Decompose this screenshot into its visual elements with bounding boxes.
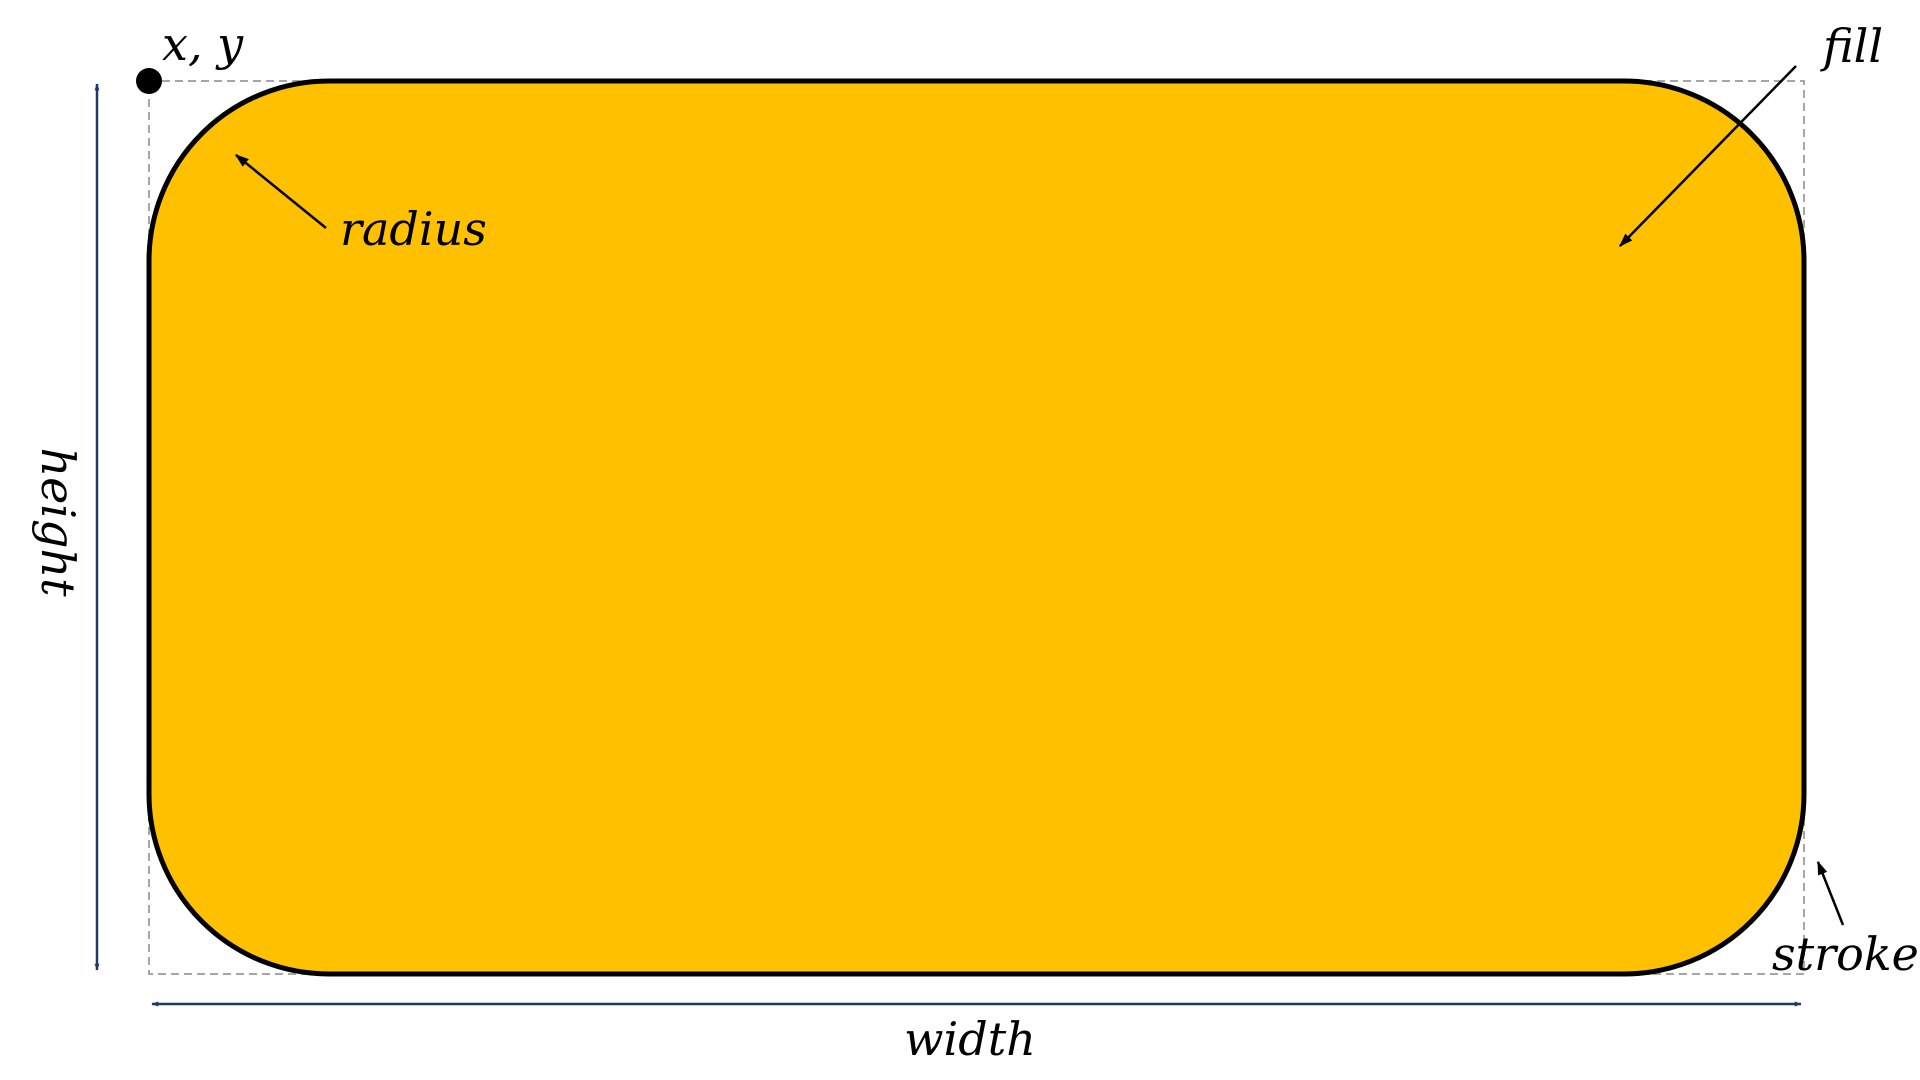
radius-pointer-arrow [234,154,327,229]
stroke-pointer-arrow [1816,860,1845,926]
origin-label: x, y [162,17,244,71]
width-label: width [904,1012,1036,1066]
fill-label: fill [1820,19,1883,73]
height-label: height [31,447,85,597]
stroke-label: stroke [1772,927,1919,981]
radius-label: radius [340,202,487,256]
rounded-rectangle-shape [146,78,1807,977]
fill-pointer-arrow [1619,65,1797,248]
origin-point [136,68,162,94]
